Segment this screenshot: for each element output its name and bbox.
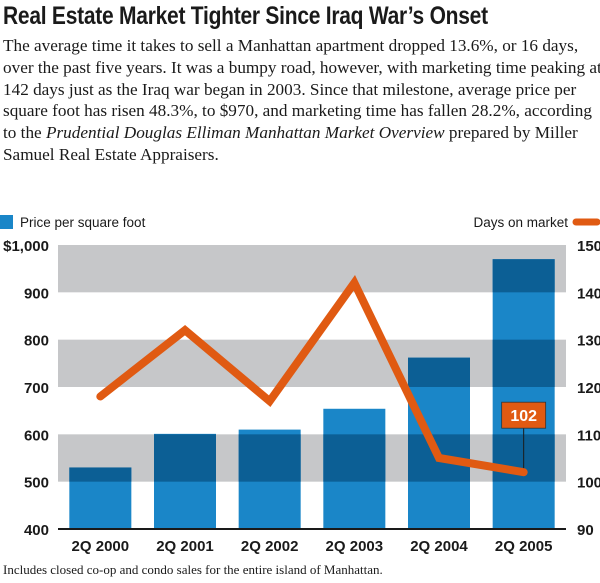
bar-band-overlap — [238, 434, 301, 482]
x-tick-label: 2Q 2004 — [410, 538, 468, 555]
right-tick-label: 120 — [577, 380, 600, 397]
legend-swatch-price — [0, 215, 13, 229]
footnote: Includes closed co-op and condo sales fo… — [3, 562, 383, 577]
left-tick-label: 600 — [24, 427, 49, 444]
left-tick-label: 900 — [24, 285, 49, 302]
bar-band-overlap — [492, 339, 555, 387]
bar-band-overlap — [408, 357, 470, 387]
left-tick-label: 800 — [24, 333, 49, 350]
left-tick-label: 500 — [24, 475, 49, 492]
annotation-box — [501, 401, 547, 429]
intro-text-part: The average time it takes to sell a Manh… — [3, 36, 600, 143]
x-tick-label: 2Q 2002 — [241, 538, 299, 555]
x-tick-label: 2Q 2000 — [72, 538, 130, 555]
right-tick-label: 90 — [577, 522, 594, 539]
right-tick-label: 110 — [577, 427, 600, 444]
legend-label-days: Days on market — [473, 215, 568, 230]
right-tick-label: 130 — [577, 333, 600, 350]
x-tick-label: 2Q 2003 — [326, 538, 384, 555]
days-on-market-line — [96, 275, 528, 477]
left-tick-label: 700 — [24, 380, 49, 397]
grid-band — [58, 245, 566, 293]
legend-label-price: Price per square foot — [20, 215, 146, 230]
left-tick-label: 400 — [24, 522, 49, 539]
bar-band-overlap — [323, 434, 386, 482]
right-tick-label: 140 — [577, 285, 600, 302]
grid-band — [58, 434, 566, 482]
x-tick-label: 2Q 2005 — [495, 538, 553, 555]
right-tick-label: 100 — [577, 475, 600, 492]
bar-band-overlap — [154, 434, 216, 482]
intro-text: The average time it takes to sell a Manh… — [3, 35, 600, 166]
bar-band-overlap — [69, 467, 132, 482]
intro-italic-source: Prudential Douglas Elliman Manhattan Mar… — [45, 123, 445, 143]
chart-title: Real Estate Market Tighter Since Iraq Wa… — [3, 2, 488, 30]
right-tick-label: 150 — [577, 238, 600, 255]
annotation-label: 102 — [510, 408, 537, 425]
bar-2Q-2005 — [492, 259, 555, 529]
left-tick-label: $1,000 — [3, 238, 49, 255]
intro-text-part: prepared by Miller Samuel Real Estate Ap… — [3, 123, 578, 164]
bar-band-overlap — [492, 259, 555, 293]
x-tick-label: 2Q 2001 — [156, 538, 214, 555]
